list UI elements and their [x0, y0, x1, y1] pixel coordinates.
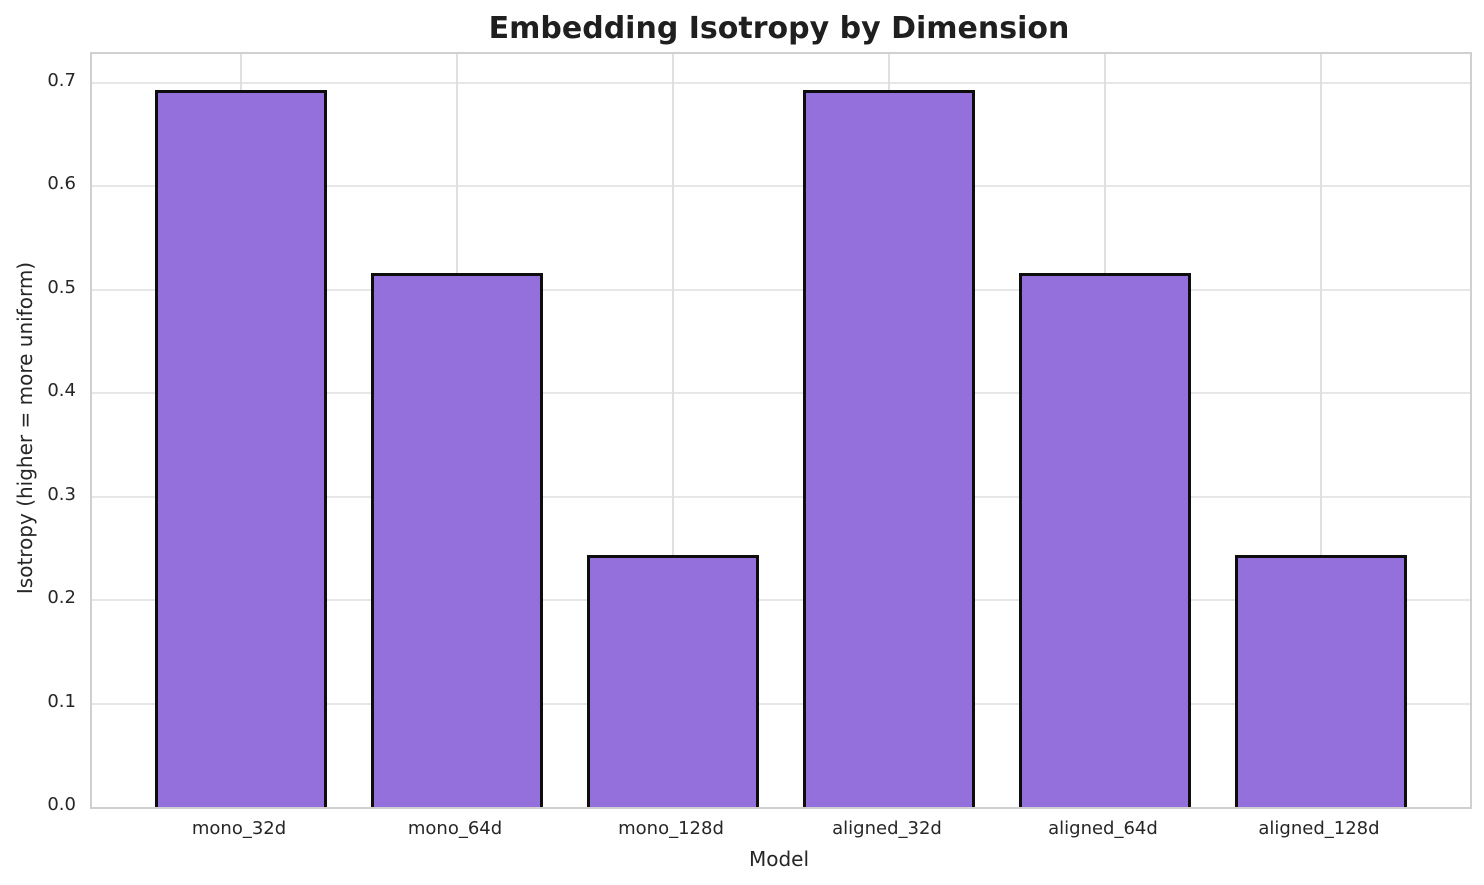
h-gridline — [92, 392, 1470, 395]
h-gridline — [92, 702, 1470, 705]
x-tick-label: mono_64d — [407, 818, 503, 839]
y-tick-label: 0.0 — [47, 794, 76, 815]
h-gridline — [92, 599, 1470, 602]
bar-aligned_64d — [1018, 273, 1192, 807]
x-axis-label: Model — [748, 847, 810, 871]
y-axis-label: Isotropy (higher = more uniform) — [13, 261, 37, 595]
y-tick-label: 0.6 — [47, 173, 76, 195]
y-tick-label: 0.3 — [47, 483, 76, 505]
bar-mono_32d — [154, 90, 328, 807]
bar-mono_128d — [586, 554, 760, 807]
y-tick-label: 0.5 — [47, 276, 76, 298]
y-tick-label: 0.7 — [47, 69, 76, 91]
x-tick-label: mono_128d — [618, 818, 724, 839]
bar-aligned_128d — [1234, 554, 1408, 807]
chart-title: Embedding Isotropy by Dimension — [488, 11, 1070, 46]
y-tick-label: 0.4 — [47, 380, 76, 402]
y-tick-label: 0.2 — [47, 587, 76, 609]
v-gridline — [1319, 54, 1322, 807]
bar-mono_64d — [370, 273, 544, 807]
h-gridline — [92, 288, 1470, 291]
x-tick-label: aligned_32d — [832, 818, 942, 839]
h-gridline — [92, 185, 1470, 188]
x-tick-label: mono_32d — [191, 818, 287, 839]
h-gridline — [92, 495, 1470, 498]
y-tick-label: 0.1 — [47, 690, 76, 712]
bar-aligned_32d — [802, 90, 976, 807]
x-tick-label: aligned_128d — [1258, 818, 1380, 839]
v-gridline — [672, 54, 674, 807]
plot-area — [90, 52, 1472, 809]
x-tick-label: aligned_64d — [1048, 818, 1158, 839]
h-gridline — [92, 81, 1470, 84]
